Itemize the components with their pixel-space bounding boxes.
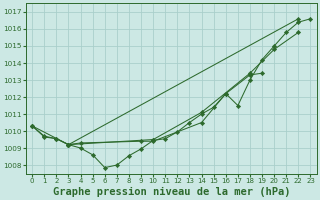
X-axis label: Graphe pression niveau de la mer (hPa): Graphe pression niveau de la mer (hPa) <box>52 186 290 197</box>
